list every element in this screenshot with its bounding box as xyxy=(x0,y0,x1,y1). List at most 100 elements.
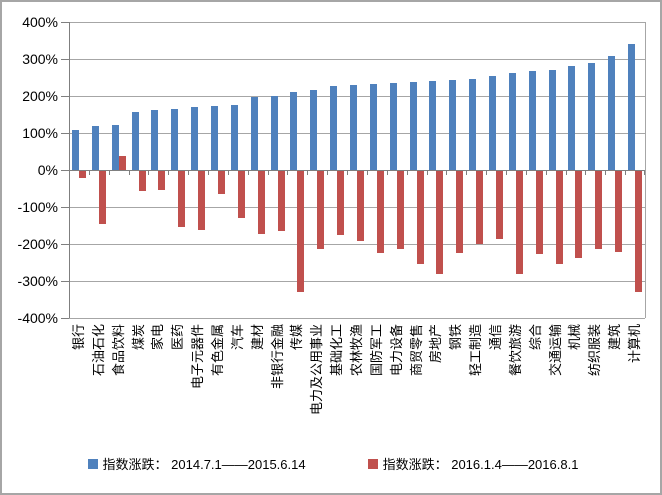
category-tick xyxy=(585,171,586,175)
category-tick xyxy=(427,171,428,175)
x-axis-label: 钢铁 xyxy=(449,324,463,350)
bar-red-电力设备 xyxy=(397,171,404,249)
x-axis-label-cell: 电子元器件 xyxy=(188,324,208,446)
x-axis-label-cell: 银行 xyxy=(69,324,89,446)
category-tick xyxy=(69,171,70,175)
x-axis-label: 机械 xyxy=(568,324,582,350)
bar-red-房地产 xyxy=(436,171,443,274)
legend-item-2016: 指数涨跌： 2016.1.4——2016.8.1 xyxy=(368,454,579,473)
bar-red-医药 xyxy=(178,171,185,227)
bar-blue-电子元器件 xyxy=(191,107,198,170)
x-axis-label-cell: 轻工制造 xyxy=(466,324,486,446)
bar-blue-有色金属 xyxy=(211,106,218,170)
bar-red-银行 xyxy=(79,171,86,178)
x-axis-label-cell: 医药 xyxy=(168,324,188,446)
y-axis-label: -400% xyxy=(2,309,58,327)
bar-blue-农林牧渔 xyxy=(350,85,357,170)
x-axis-label-cell: 房地产 xyxy=(426,324,446,446)
bar-blue-轻工制造 xyxy=(469,79,476,170)
category-tick xyxy=(367,171,368,175)
bar-red-电力及公用事业 xyxy=(317,171,324,249)
legend-label-2016: 指数涨跌： 2016.1.4——2016.8.1 xyxy=(383,454,579,473)
y-axis-tick xyxy=(61,133,69,134)
y-axis-label: 300% xyxy=(2,50,58,68)
legend-swatch-blue-icon xyxy=(88,459,98,469)
category-tick xyxy=(387,171,388,175)
y-axis-label: -100% xyxy=(2,198,58,216)
category-tick xyxy=(168,171,169,175)
category-tick xyxy=(228,171,229,175)
bar-blue-非银行金融 xyxy=(271,96,278,170)
x-axis-label: 餐饮旅游 xyxy=(509,324,523,376)
y-axis-tick xyxy=(61,318,69,319)
bar-blue-房地产 xyxy=(429,81,436,170)
x-axis-label: 电力及公用事业 xyxy=(310,324,324,415)
legend-item-2014-2015: 指数涨跌： 2014.7.1——2015.6.14 xyxy=(88,454,306,473)
bar-red-商贸零售 xyxy=(417,171,424,264)
y-axis-label: -300% xyxy=(2,272,58,290)
x-axis-label: 基础化工 xyxy=(330,324,344,376)
bar-red-食品饮料 xyxy=(119,156,126,170)
bar-red-建筑 xyxy=(615,171,622,252)
y-axis-tick xyxy=(61,96,69,97)
bar-blue-电力设备 xyxy=(390,83,397,170)
bar-red-餐饮旅游 xyxy=(516,171,523,274)
bar-red-机械 xyxy=(575,171,582,258)
category-tick xyxy=(625,171,626,175)
bar-red-纺织服装 xyxy=(595,171,602,249)
legend: 指数涨跌： 2014.7.1——2015.6.14 指数涨跌： 2016.1.4… xyxy=(2,454,662,473)
bar-red-基础化工 xyxy=(337,171,344,235)
x-axis-label: 有色金属 xyxy=(211,324,225,376)
category-tick xyxy=(268,171,269,175)
x-axis-label: 银行 xyxy=(72,324,86,350)
category-tick xyxy=(446,171,447,175)
x-axis-label-cell: 钢铁 xyxy=(446,324,466,446)
bar-red-交通运输 xyxy=(556,171,563,264)
y-axis-label: 400% xyxy=(2,13,58,31)
bar-red-电子元器件 xyxy=(198,171,205,230)
gridline xyxy=(69,96,645,97)
x-axis-label-cell: 煤炭 xyxy=(129,324,149,446)
gridline xyxy=(69,22,645,23)
bar-blue-餐饮旅游 xyxy=(509,73,516,170)
bar-blue-通信 xyxy=(489,76,496,170)
x-axis-label: 计算机 xyxy=(628,324,642,363)
x-axis-label: 建材 xyxy=(251,324,265,350)
x-axis-label-cell: 纺织服装 xyxy=(585,324,605,446)
category-tick xyxy=(644,171,645,175)
bar-blue-家电 xyxy=(151,110,158,170)
bar-blue-汽车 xyxy=(231,105,238,170)
x-axis-label: 通信 xyxy=(489,324,503,350)
bar-blue-机械 xyxy=(568,66,575,170)
x-axis-label-cell: 餐饮旅游 xyxy=(506,324,526,446)
x-axis-label: 轻工制造 xyxy=(469,324,483,376)
bar-blue-医药 xyxy=(171,109,178,170)
x-axis-label: 食品饮料 xyxy=(112,324,126,376)
bar-red-有色金属 xyxy=(218,171,225,194)
bar-red-农林牧渔 xyxy=(357,171,364,241)
y-axis-label: 200% xyxy=(2,87,58,105)
bar-red-传媒 xyxy=(297,171,304,292)
x-axis-label-cell: 通信 xyxy=(486,324,506,446)
x-axis-label: 国防军工 xyxy=(370,324,384,376)
x-axis-zero-line xyxy=(69,170,645,171)
y-axis-tick xyxy=(61,207,69,208)
bar-red-煤炭 xyxy=(139,171,146,191)
x-axis-label: 电力设备 xyxy=(390,324,404,376)
x-axis-label-cell: 电力设备 xyxy=(387,324,407,446)
legend-swatch-red-icon xyxy=(368,459,378,469)
category-tick xyxy=(208,171,209,175)
x-axis-label-cell: 传媒 xyxy=(287,324,307,446)
bar-blue-基础化工 xyxy=(330,86,337,170)
x-axis-label-cell: 家电 xyxy=(148,324,168,446)
x-axis-label-cell: 交通运输 xyxy=(546,324,566,446)
bar-blue-综合 xyxy=(529,71,536,170)
gridline xyxy=(69,318,645,319)
x-axis-label: 电子元器件 xyxy=(191,324,205,389)
y-axis-tick xyxy=(61,59,69,60)
x-axis-label-cell: 农林牧渔 xyxy=(347,324,367,446)
legend-label-2014-2015: 指数涨跌： 2014.7.1——2015.6.14 xyxy=(103,454,306,473)
x-axis-label: 传媒 xyxy=(290,324,304,350)
bar-red-通信 xyxy=(496,171,503,239)
bar-blue-煤炭 xyxy=(132,112,139,170)
